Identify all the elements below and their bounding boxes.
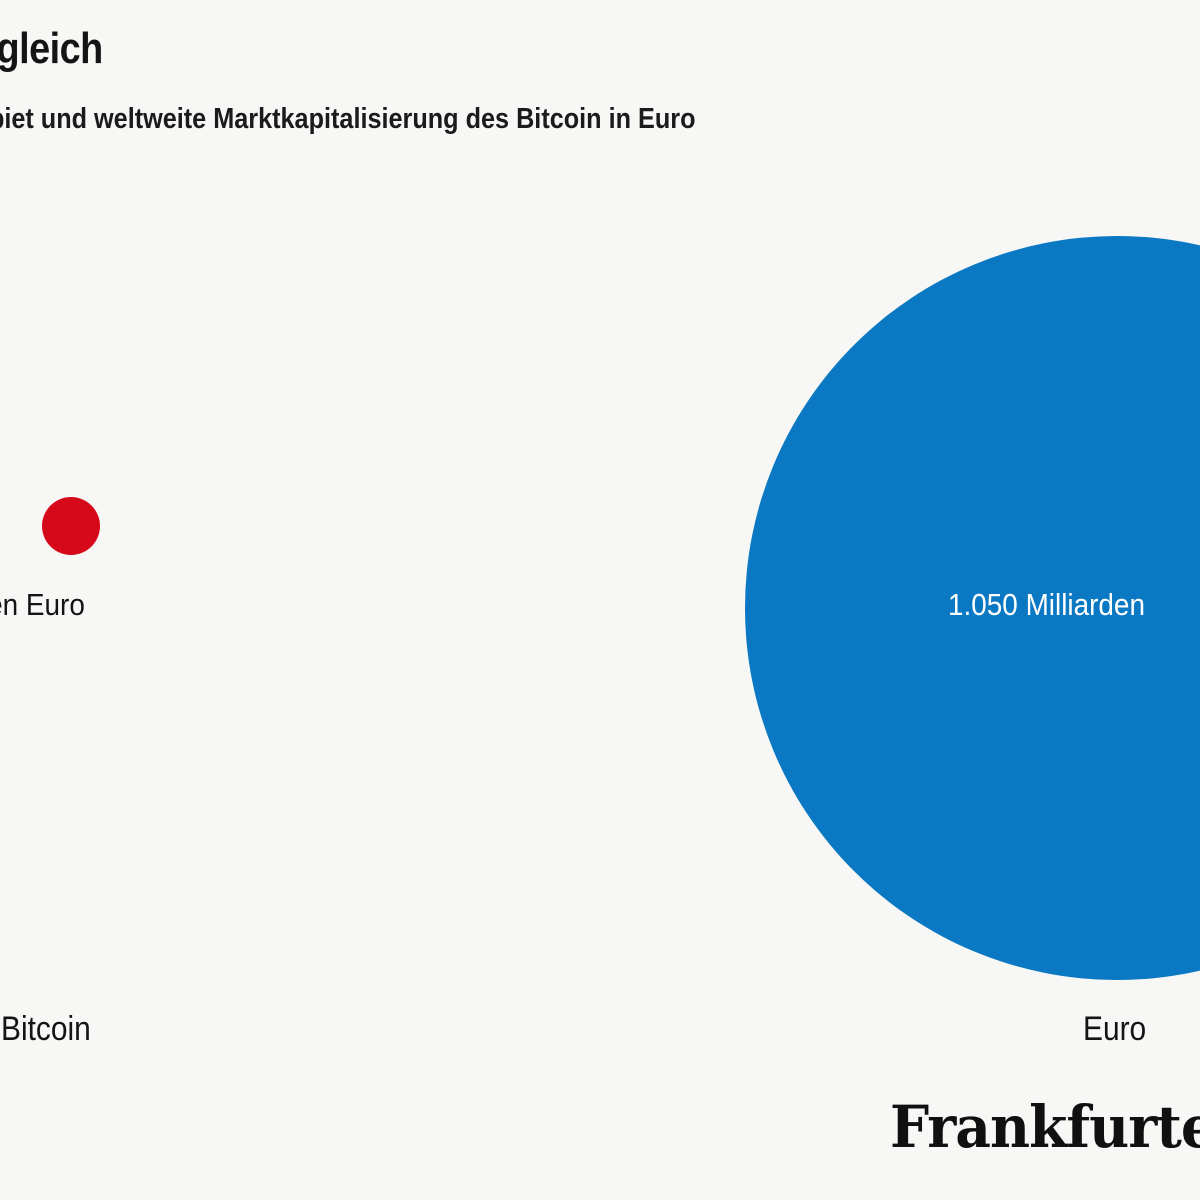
category-label-bitcoin: Bitcoin xyxy=(1,1010,91,1048)
page-title: m Vergleich xyxy=(0,24,103,73)
value-label-euro: 1.050 Milliarden xyxy=(948,587,1145,622)
value-label-bitcoin: illiarden Euro xyxy=(0,587,85,622)
faz-logo: Frankfurter Allg xyxy=(890,1093,1200,1161)
bubble-bitcoin xyxy=(42,497,100,555)
page-subtitle: hrungsgebiet und weltweite Marktkapitali… xyxy=(0,103,696,135)
category-label-euro: Euro xyxy=(1083,1010,1147,1048)
